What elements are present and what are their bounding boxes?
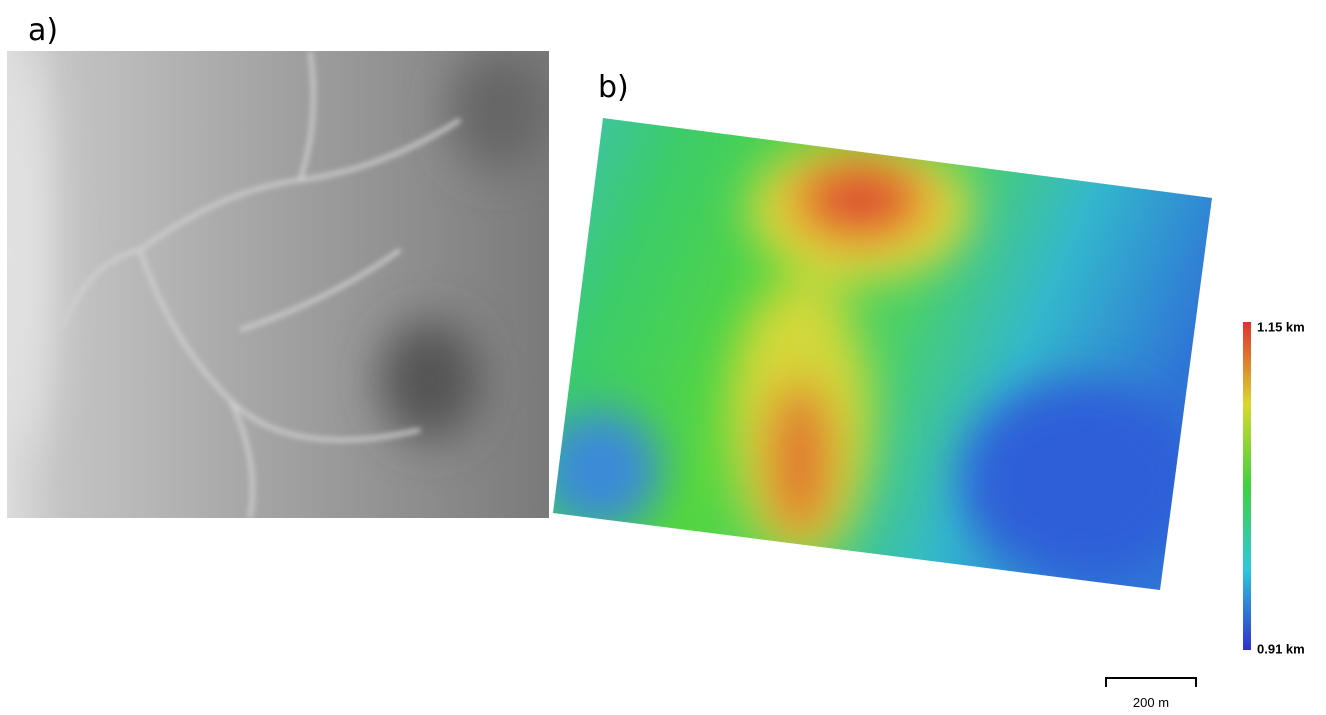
scale-bar-label: 200 m [1133, 695, 1169, 710]
figure: a) b) 1.15 km 0.91 [0, 0, 1326, 715]
colorbar [1243, 322, 1251, 650]
colorbar-max-label: 1.15 km [1257, 319, 1305, 334]
elevation-map [540, 110, 1230, 600]
panel-label: b) [598, 70, 629, 105]
colorbar-min-label: 0.91 km [1257, 641, 1305, 656]
panel-label: a) [28, 13, 58, 48]
grayscale-dem [0, 50, 550, 518]
scale-bar [1106, 678, 1196, 687]
